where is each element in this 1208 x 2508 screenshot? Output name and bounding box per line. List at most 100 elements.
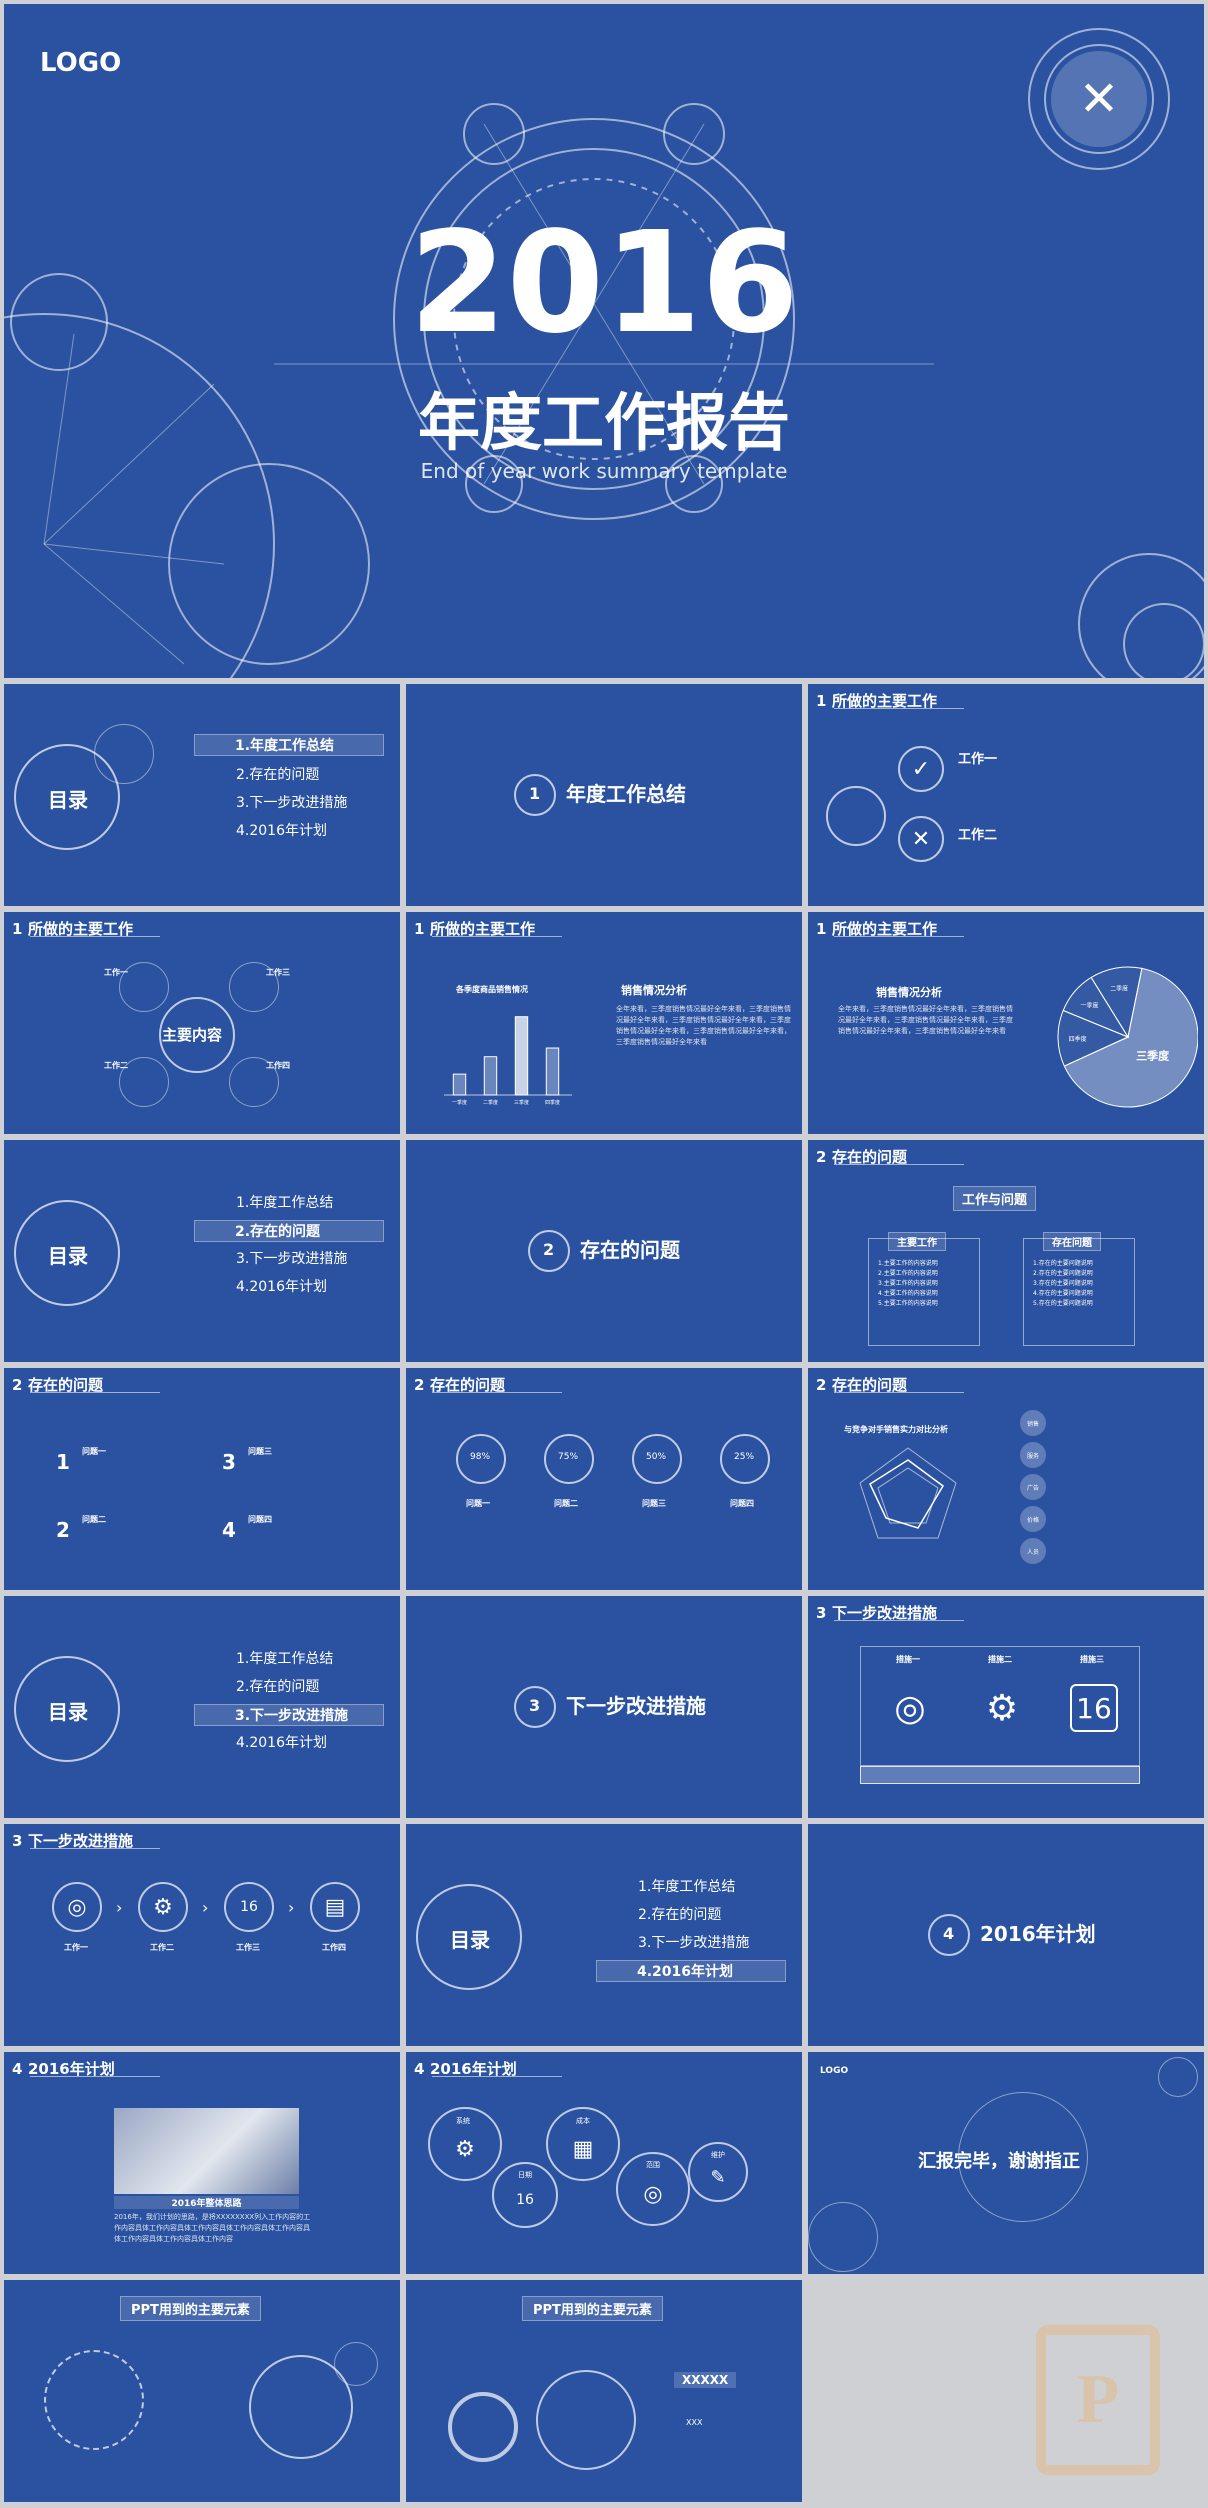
slide-header: 所做的主要工作 <box>28 920 134 938</box>
analysis-text: 全年来看，三季度销售情况最好全年来看，三季度销售情况最好全年来看，三季度销售情况… <box>838 1005 1013 1035</box>
problem-label-2: 问题二 <box>82 1515 106 1524</box>
toc-item-3[interactable]: 3.下一步改进措施 <box>194 1704 384 1726</box>
closing-title: 汇报完毕，谢谢指正 <box>918 2151 1080 2172</box>
elements-slide-2[interactable]: PPT用到的主要元素 XXXXX XXX <box>406 2280 802 2502</box>
elements-slide-1[interactable]: PPT用到的主要元素 <box>4 2280 400 2502</box>
toc-item-1[interactable]: 1.年度工作总结 <box>638 1879 736 1895</box>
slide-header: 存在的问题 <box>832 1148 908 1166</box>
label-3: 问题三 <box>642 1499 666 1508</box>
slide-header: 2016年计划 <box>430 2060 517 2078</box>
toc-slide-2[interactable]: 目录 1.年度工作总结 2.存在的问题 3.下一步改进措施 4.2016年计划 <box>4 1140 400 1362</box>
work-problems-slide[interactable]: 2 存在的问题 工作与问题 主要工作 存在问题 1.主要工作的内容说明 2.主要工… <box>808 1140 1204 1362</box>
hub-circle <box>826 786 886 846</box>
toc-item-4[interactable]: 4.2016年计划 <box>596 1960 786 1982</box>
percent-3: 50% <box>646 1452 667 1462</box>
slide-header: 存在的问题 <box>430 1376 506 1394</box>
main-work-slide-2[interactable]: 1 所做的主要工作 主要内容 工作一 工作三 工作二 工作四 <box>4 912 400 1134</box>
bar-chart-slide[interactable]: 1 所做的主要工作 各季度商品销售情况 一季度 二季度 三季度 四季度 销售情况分析 全… <box>406 912 802 1134</box>
left-item-3: 3.主要工作的内容说明 <box>878 1280 938 1287</box>
analysis-text: 全年来看，三季度销售情况最好全年来看，三季度销售情况最好全年来看，三季度销售情况… <box>616 1005 791 1046</box>
gear-icon: ⚙ <box>153 1894 173 1920</box>
toc-title: 目录 <box>48 1244 88 1268</box>
problem-label-4: 问题四 <box>248 1515 272 1524</box>
publisher-stamp-logo: P <box>1036 2325 1160 2475</box>
radar-slide[interactable]: 2 存在的问题 与竞争对手销售实力对比分析 销售 服务 广告 价格 人员 <box>808 1368 1204 1590</box>
check-circle <box>898 746 944 792</box>
gear-element <box>44 2350 144 2450</box>
section-number: 4 <box>943 1924 955 1943</box>
measure-3: 措施三 <box>1080 1655 1104 1664</box>
right-item-5: 5.存在的主要问题说明 <box>1033 1300 1093 1307</box>
section-2-slide[interactable]: 2 存在的问题 <box>406 1140 802 1362</box>
plan-overview-slide[interactable]: 4 2016年计划 2016年整体思路 2016年，我们计划的思路，是将XXXXX… <box>4 2052 400 2274</box>
section-title: 存在的问题 <box>580 1238 680 1262</box>
left-item-2: 2.主要工作的内容说明 <box>878 1270 938 1277</box>
work4-label: 工作四 <box>266 1061 290 1070</box>
section-number: 2 <box>543 1240 555 1259</box>
measures-slide[interactable]: 3 下一步改进措施 措施一 措施二 措施三 ◎ ⚙ 16 <box>808 1596 1204 1818</box>
toc-item-4[interactable]: 4.2016年计划 <box>236 1735 327 1751</box>
work2-label: 工作二 <box>104 1061 128 1070</box>
toc-slide-3[interactable]: 目录 1.年度工作总结 2.存在的问题 3.下一步改进措施 4.2016年计划 <box>4 1596 400 1818</box>
slice-label-4: 二季度 <box>1110 984 1128 992</box>
toc-item-1[interactable]: 1.年度工作总结 <box>236 1651 334 1667</box>
slice-label-3: 一季度 <box>1081 1001 1099 1009</box>
analysis-heading: 销售情况分析 <box>621 984 687 997</box>
slice-label-2: 四季度 <box>1069 1035 1087 1043</box>
plan-circles-slide[interactable]: 4 2016年计划 系统 成本 日期 范围 维护 ⚙ ▦ 16 ◎ ✎ <box>406 2052 802 2274</box>
step-3: 工作三 <box>236 1943 260 1952</box>
toc-slide-4[interactable]: 目录 1.年度工作总结 2.存在的问题 3.下一步改进措施 4.2016年计划 <box>406 1824 802 2046</box>
toc-item-1[interactable]: 1.年度工作总结 <box>236 1195 334 1211</box>
section-title: 2016年计划 <box>980 1922 1096 1946</box>
closing-slide[interactable]: LOGO 汇报完毕，谢谢指正 <box>808 2052 1204 2274</box>
toc-title: 目录 <box>450 1928 490 1952</box>
toc-item-3[interactable]: 3.下一步改进措施 <box>638 1935 750 1951</box>
right-label: 存在问题 <box>1043 1232 1101 1251</box>
section-4-slide[interactable]: 4 2016年计划 <box>808 1824 1204 2046</box>
slide-header: 所做的主要工作 <box>430 920 536 938</box>
toc-item-2[interactable]: 2.存在的问题 <box>236 1679 320 1695</box>
toc-item-4[interactable]: 4.2016年计划 <box>236 823 327 839</box>
toc-item-2[interactable]: 2.存在的问题 <box>194 1220 384 1242</box>
section-number-circle <box>514 774 556 816</box>
toc-circle <box>14 744 120 850</box>
toc-item-4[interactable]: 4.2016年计划 <box>236 1279 327 1295</box>
chart-title: 各季度商品销售情况 <box>456 985 528 994</box>
problems-grid-slide[interactable]: 2 存在的问题 1 问题一 2 问题二 3 问题三 4 问题四 <box>4 1368 400 1590</box>
toc-item-2[interactable]: 2.存在的问题 <box>236 767 320 783</box>
section-3-slide[interactable]: 3 下一步改进措施 <box>406 1596 802 1818</box>
calendar-icon: 16 <box>516 2192 534 2208</box>
tag-badge-3: 广告 <box>1020 1474 1046 1500</box>
toc-item-2[interactable]: 2.存在的问题 <box>638 1907 722 1923</box>
section-1-slide[interactable]: 1 年度工作总结 <box>406 684 802 906</box>
plan-item-3: 日期 <box>518 2171 532 2179</box>
problem-num-4: 4 <box>222 1518 236 1542</box>
toc-slide-1[interactable]: 目录 1.年度工作总结 2.存在的问题 3.下一步改进措施 4.2016年计划 <box>4 684 400 906</box>
cover-slide[interactable]: LOGO ✕ 2016 年度工作报告 End of year work summ… <box>4 4 1204 678</box>
toc-item-3[interactable]: 3.下一步改进措施 <box>236 795 348 811</box>
toc-item-1[interactable]: 1.年度工作总结 <box>194 734 384 756</box>
elements-title: PPT用到的主要元素 <box>120 2296 261 2321</box>
arrow-icon: › <box>202 1898 209 1917</box>
cross-icon: ✕ <box>911 826 931 852</box>
slide-header: 下一步改进措施 <box>832 1604 938 1622</box>
check-icon: ✓ <box>911 756 931 782</box>
problem-label-1: 问题一 <box>82 1447 106 1456</box>
bar-3 <box>514 1016 529 1096</box>
main-work-slide-1[interactable]: 1 所做的主要工作 ✓ ✕ 工作一 工作二 <box>808 684 1204 906</box>
steps-slide[interactable]: 3 下一步改进措施 ◎ ⚙ 16 ▤ › › › 工作一 工作二 工作三 工作四 <box>4 1824 400 2046</box>
slide-header: 所做的主要工作 <box>832 692 938 710</box>
label-2: 问题二 <box>554 1499 578 1508</box>
step-4: 工作四 <box>322 1943 346 1952</box>
right-item-3: 3.存在的主要问题说明 <box>1033 1280 1093 1287</box>
toc-item-3[interactable]: 3.下一步改进措施 <box>236 1251 348 1267</box>
pie-chart-slide[interactable]: 1 所做的主要工作 销售情况分析 全年来看，三季度销售情况最好全年来看，三季度销售… <box>808 912 1204 1134</box>
work1-title: 工作一 <box>958 752 998 767</box>
wrench-icon: ✎ <box>710 2166 726 2188</box>
percent-rings-slide[interactable]: 2 存在的问题 98% 75% 50% 25% 问题一 问题二 问题三 问题四 <box>406 1368 802 1590</box>
top-label: 工作与问题 <box>953 1186 1037 1211</box>
arrow-icon: › <box>288 1898 295 1917</box>
calendar-icon: 16 <box>240 1899 258 1915</box>
slice-2 <box>1057 1009 1130 1067</box>
tag-badge-1: 销售 <box>1020 1410 1046 1436</box>
